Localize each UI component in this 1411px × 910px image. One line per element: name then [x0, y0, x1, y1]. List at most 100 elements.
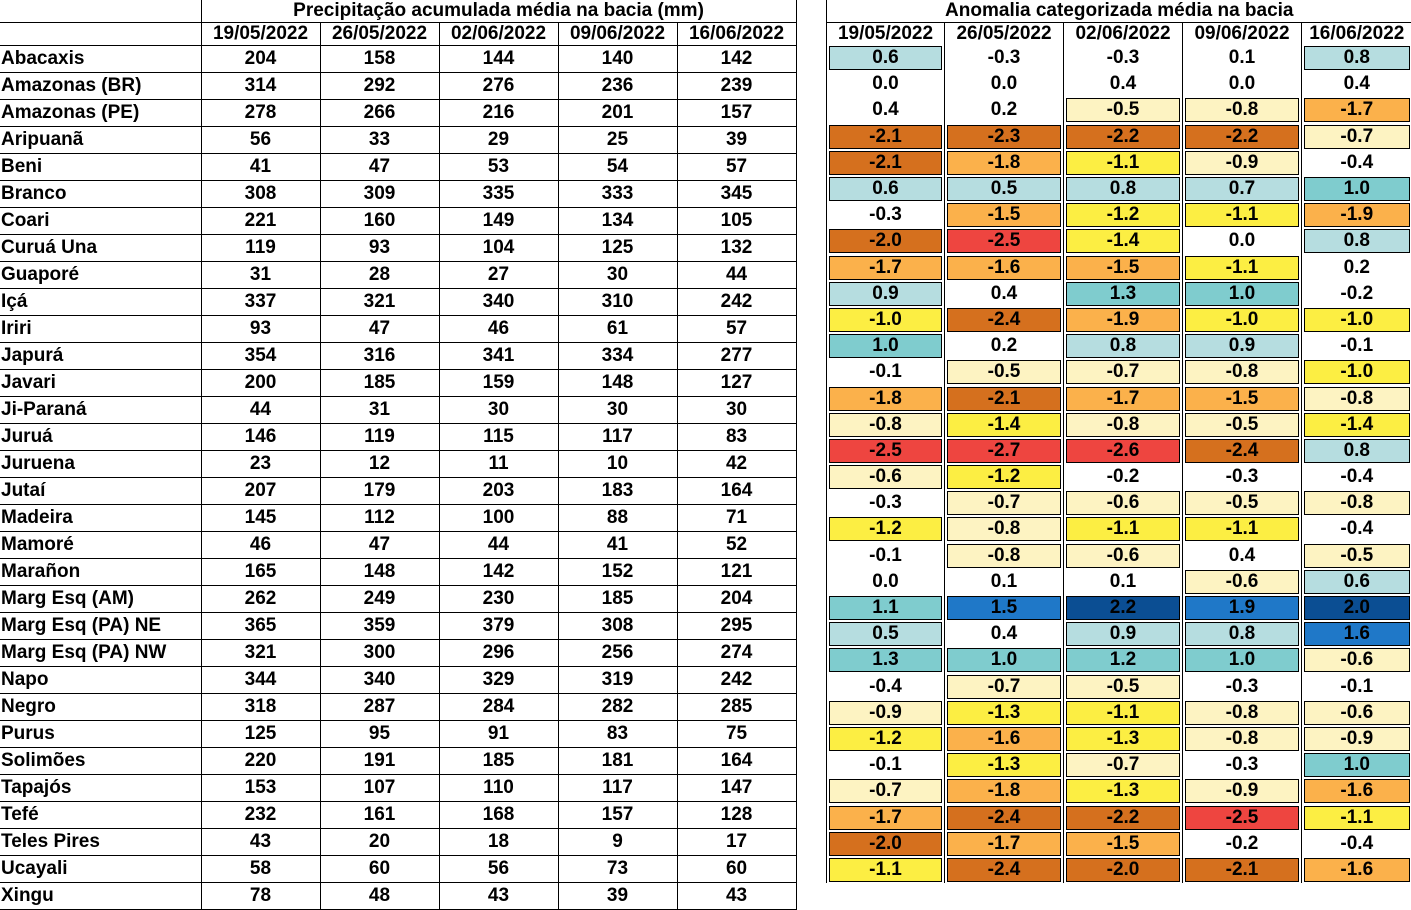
anomaly-cell: 0.5	[827, 621, 945, 647]
basin-name: Marañon	[0, 559, 201, 586]
precip-date-header: 02/06/2022	[439, 23, 558, 46]
anomaly-value: -0.1	[829, 544, 942, 568]
anomaly-cell: 1.3	[827, 647, 945, 673]
precip-value: 201	[558, 100, 677, 127]
anomaly-cell: -0.1	[1302, 333, 1411, 359]
precip-value: 134	[558, 208, 677, 235]
anomaly-cell: -0.8	[1302, 490, 1411, 516]
precip-value: 125	[558, 235, 677, 262]
anomaly-value: -2.4	[1185, 439, 1299, 463]
anomaly-value: 0.4	[947, 622, 1061, 646]
precip-value: 78	[201, 883, 320, 910]
anomaly-value: -0.3	[1185, 465, 1299, 489]
anomaly-cell: 0.6	[827, 176, 945, 202]
anomaly-cell: -0.9	[1183, 150, 1302, 176]
precip-value: 262	[201, 586, 320, 613]
anomaly-value: 0.0	[829, 570, 942, 594]
basin-name: Javari	[0, 370, 201, 397]
anomaly-cell: -0.1	[827, 359, 945, 385]
anomaly-value: -1.5	[1066, 256, 1180, 280]
anomaly-cell: -0.3	[827, 490, 945, 516]
precip-value: 249	[320, 586, 439, 613]
anomaly-value: -0.8	[1185, 98, 1299, 122]
anomaly-cell: -1.2	[827, 516, 945, 542]
corner-cell	[0, 23, 201, 46]
anomaly-cell: -1.3	[1064, 778, 1183, 804]
anomaly-value: -2.2	[1185, 125, 1299, 149]
precip-value: 147	[677, 775, 796, 802]
anomaly-cell: -0.6	[827, 464, 945, 490]
anomaly-cell: -0.4	[827, 674, 945, 700]
anomaly-value: 0.8	[1304, 229, 1410, 253]
precip-value: 75	[677, 721, 796, 748]
anomaly-value: 0.8	[1304, 46, 1410, 70]
precip-value: 145	[201, 505, 320, 532]
basin-name: Marg Esq (PA) NE	[0, 613, 201, 640]
anomaly-cell: -1.5	[945, 202, 1064, 228]
anomaly-value: 0.8	[1304, 439, 1410, 463]
precip-value: 73	[558, 856, 677, 883]
anomaly-cell: -1.0	[1302, 359, 1411, 385]
anomaly-cell: -0.3	[945, 45, 1064, 71]
anomaly-cell: -2.6	[1064, 438, 1183, 464]
precip-value: 284	[439, 694, 558, 721]
table-row: -0.9-1.3-1.1-0.8-0.6	[827, 700, 1411, 726]
anomaly-value: -2.5	[829, 439, 942, 463]
anomaly-value: 1.0	[947, 648, 1061, 672]
anomaly-cell: -1.1	[1302, 804, 1411, 830]
precip-value: 41	[558, 532, 677, 559]
precip-value: 316	[320, 343, 439, 370]
anomaly-value: -0.1	[1304, 675, 1410, 699]
precip-value: 287	[320, 694, 439, 721]
anomaly-value: -1.1	[1066, 517, 1180, 541]
anomaly-cell: -1.1	[1064, 150, 1183, 176]
anomaly-date-header: 16/06/2022	[1302, 23, 1411, 46]
anomaly-cell: 1.6	[1302, 621, 1411, 647]
precip-value: 142	[439, 559, 558, 586]
anomaly-value: 0.5	[829, 622, 942, 646]
anomaly-cell: -0.8	[827, 412, 945, 438]
anomaly-cell: -2.4	[945, 857, 1064, 883]
anomaly-cell: 0.4	[945, 621, 1064, 647]
anomaly-cell: -0.3	[1183, 752, 1302, 778]
anomaly-value: 1.0	[1304, 753, 1410, 777]
table-row: -1.2-1.6-1.3-0.8-0.9	[827, 726, 1411, 752]
basin-name: Guaporé	[0, 262, 201, 289]
anomaly-value: -0.9	[1185, 151, 1299, 175]
anomaly-cell: -0.8	[1183, 726, 1302, 752]
anomaly-value: -0.2	[1066, 465, 1180, 489]
anomaly-value: -0.8	[1185, 727, 1299, 751]
anomaly-value: -0.8	[1185, 701, 1299, 725]
anomaly-cell: -0.2	[1183, 831, 1302, 857]
anomaly-value: -0.6	[829, 465, 942, 489]
anomaly-cell: -1.3	[1064, 726, 1183, 752]
anomaly-value: 0.7	[1185, 177, 1299, 201]
anomaly-cell: -0.7	[1064, 752, 1183, 778]
anomaly-value: -0.5	[1066, 675, 1180, 699]
anomaly-cell: -0.4	[1302, 516, 1411, 542]
anomaly-value: -0.9	[1185, 779, 1299, 803]
precip-value: 41	[201, 154, 320, 181]
precip-value: 31	[201, 262, 320, 289]
precip-value: 27	[439, 262, 558, 289]
anomaly-value: -1.6	[947, 256, 1061, 280]
precip-value: 39	[677, 127, 796, 154]
precip-value: 183	[558, 478, 677, 505]
anomaly-cell: -1.5	[1183, 385, 1302, 411]
anomaly-cell: 0.4	[1302, 71, 1411, 97]
anomaly-value: -0.2	[1304, 282, 1410, 306]
table-row: -0.3-0.7-0.6-0.5-0.8	[827, 490, 1411, 516]
basin-name: Tapajós	[0, 775, 201, 802]
basin-name: Amazonas (BR)	[0, 73, 201, 100]
anomaly-value: -1.1	[1185, 256, 1299, 280]
precip-value: 25	[558, 127, 677, 154]
